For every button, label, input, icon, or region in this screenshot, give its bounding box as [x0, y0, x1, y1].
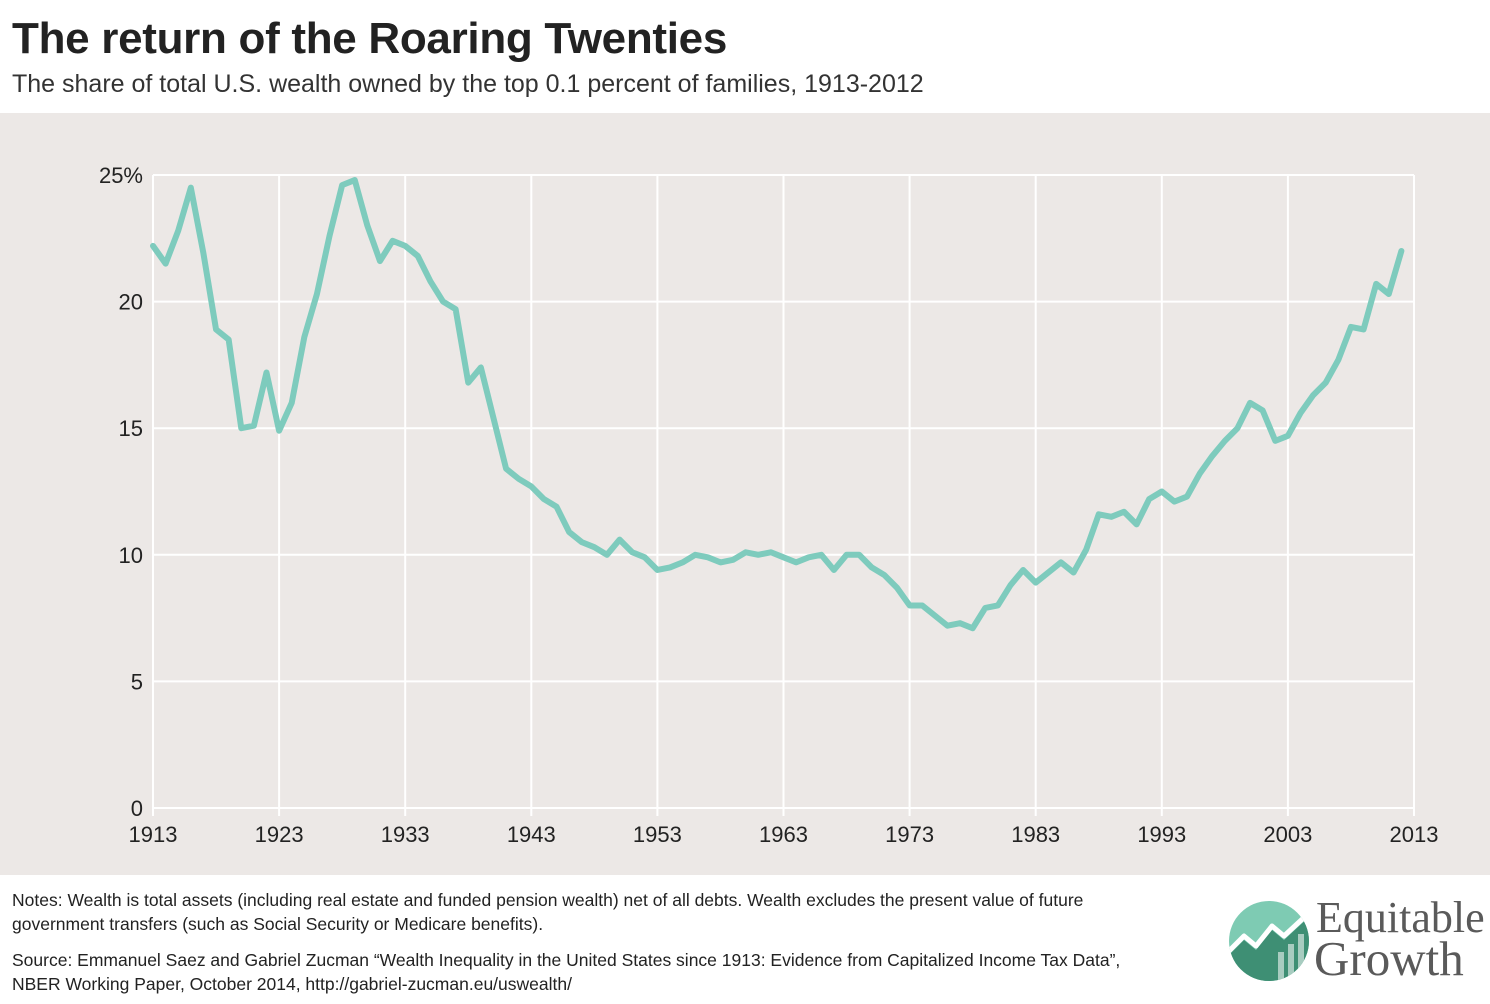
y-tick-labels: 0 5 10 15 20 25% — [99, 163, 143, 821]
y-tick-label: 0 — [131, 796, 143, 821]
x-tick-label: 1993 — [1137, 822, 1186, 847]
x-tick-label: 2003 — [1263, 822, 1312, 847]
chart-title: The return of the Roaring Twenties — [12, 14, 728, 63]
line-chart: 0 5 10 15 20 25% 1913 1923 1933 1943 1953 1963 1973… — [99, 163, 1439, 847]
x-tick-label: 1973 — [885, 822, 934, 847]
series-line — [150, 177, 1405, 632]
y-tick-label: 25% — [99, 163, 143, 188]
series-layer — [150, 177, 1405, 632]
x-tick-label: 1963 — [759, 822, 808, 847]
y-tick-label: 15 — [119, 416, 143, 441]
chart-subtitle: The share of total U.S. wealth owned by … — [12, 70, 924, 98]
x-tick-label: 2013 — [1390, 822, 1439, 847]
y-tick-label: 20 — [119, 290, 143, 315]
x-tick-label: 1983 — [1011, 822, 1060, 847]
x-tick-label: 1923 — [255, 822, 304, 847]
equitable-growth-logo: Equitable Growth — [1228, 893, 1490, 986]
logo-text-equitable: Equitable — [1316, 893, 1485, 942]
x-tick-label: 1913 — [129, 822, 178, 847]
x-gridlines — [152, 175, 1415, 816]
chart-notes: Notes: Wealth is total assets (including… — [12, 890, 1084, 934]
x-tick-labels: 1913 1923 1933 1943 1953 1963 1973 1983 1993 2003… — [129, 822, 1439, 847]
chart-source: Source: Emmanuel Saez and Gabriel Zucman… — [12, 950, 1121, 994]
y-tick-label: 10 — [119, 543, 143, 568]
chart-panel: 0 5 10 15 20 25% 1913 1923 1933 1943 1953 1963 1973… — [0, 113, 1490, 875]
x-tick-label: 1953 — [633, 822, 682, 847]
growth-logo-icon — [1229, 901, 1309, 981]
y-tick-label: 5 — [131, 669, 143, 694]
x-tick-label: 1943 — [507, 822, 556, 847]
logo-text-growth: Growth — [1314, 931, 1464, 986]
x-tick-label: 1933 — [381, 822, 430, 847]
